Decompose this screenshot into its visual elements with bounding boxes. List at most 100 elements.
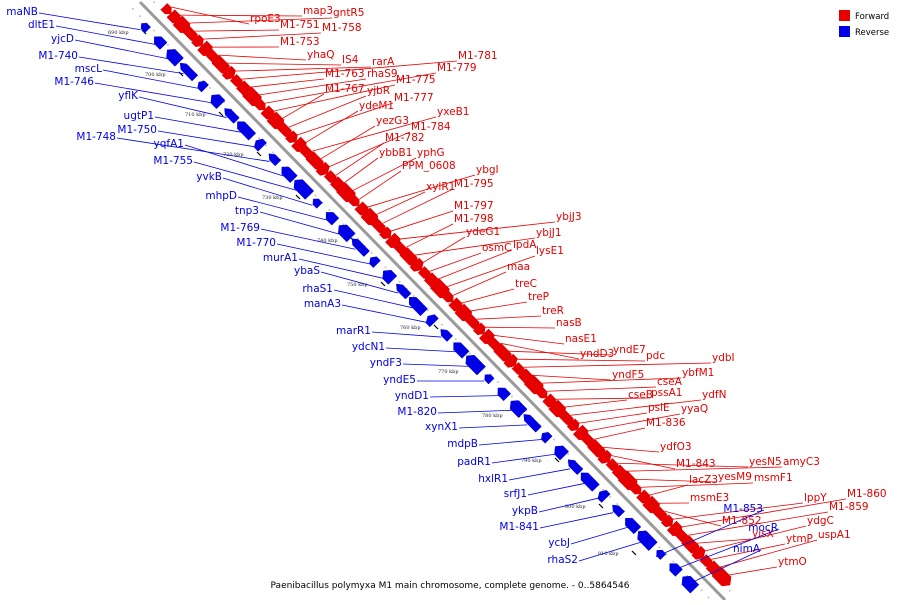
reverse-gene-label[interactable]: xynX1	[425, 421, 458, 433]
reverse-gene-label[interactable]: mhpD	[205, 190, 237, 202]
forward-gene-label[interactable]: M1-763	[325, 68, 365, 80]
forward-gene-label[interactable]: rhaS9	[367, 68, 398, 80]
reverse-gene-arrow[interactable]	[541, 432, 552, 443]
forward-gene-label[interactable]: M1-836	[646, 417, 686, 429]
reverse-gene-label[interactable]: M1-748	[76, 131, 116, 143]
forward-gene-label[interactable]: lpdA	[513, 239, 537, 251]
forward-gene-label[interactable]: psiE	[648, 402, 670, 414]
forward-gene-label[interactable]: yezG3	[376, 115, 409, 127]
reverse-gene-label[interactable]: hxlR1	[478, 473, 508, 485]
forward-gene-label[interactable]: M1-758	[322, 22, 362, 34]
reverse-gene-label[interactable]: ycbJ	[548, 537, 570, 549]
reverse-gene-label[interactable]: dltE1	[28, 19, 55, 31]
reverse-gene-arrow[interactable]	[369, 257, 380, 268]
forward-gene-label[interactable]: lysE1	[536, 245, 564, 257]
forward-gene-label[interactable]: xylR1	[426, 181, 455, 193]
reverse-gene-arrow[interactable]	[225, 108, 240, 123]
forward-gene-label[interactable]: yndE7	[613, 344, 646, 356]
reverse-gene-arrow[interactable]	[657, 550, 666, 559]
forward-gene-label[interactable]: IS4	[342, 54, 359, 66]
forward-gene-label[interactable]: yphG	[417, 147, 445, 159]
forward-gene-label[interactable]: M1-777	[394, 92, 434, 104]
reverse-gene-arrow[interactable]	[613, 505, 625, 517]
forward-gene-label[interactable]: treC	[515, 278, 537, 290]
forward-gene-label[interactable]: M1-767	[325, 83, 365, 95]
reverse-gene-label[interactable]: ydcN1	[352, 341, 385, 353]
reverse-gene-arrow[interactable]	[313, 199, 322, 208]
forward-gene-label[interactable]: ydfN	[702, 389, 726, 401]
reverse-gene-arrow[interactable]	[396, 284, 411, 299]
reverse-gene-arrow[interactable]	[581, 473, 599, 492]
reverse-gene-label[interactable]: mscL	[75, 63, 102, 75]
reverse-gene-label[interactable]: yndE5	[383, 374, 416, 386]
reverse-gene-label[interactable]: M1-841	[499, 521, 539, 533]
reverse-gene-label[interactable]: rhaS2	[547, 554, 578, 566]
reverse-gene-arrow[interactable]	[466, 355, 486, 375]
forward-gene-label[interactable]: M1-751	[280, 19, 320, 31]
reverse-gene-arrow[interactable]	[498, 388, 511, 401]
forward-gene-label[interactable]: ydgC	[807, 515, 834, 527]
forward-gene-label[interactable]: ybjJ1	[536, 227, 562, 239]
reverse-gene-label[interactable]: ybaS	[294, 265, 320, 277]
reverse-gene-arrow[interactable]	[254, 139, 266, 151]
forward-gene-label[interactable]: amyC3	[783, 456, 820, 468]
forward-gene-label[interactable]: M1-798	[454, 213, 494, 225]
forward-gene-label[interactable]: nasE1	[565, 333, 597, 345]
forward-gene-label[interactable]: lacZ3	[689, 474, 718, 486]
forward-gene-label[interactable]: treR	[542, 305, 564, 317]
reverse-gene-label[interactable]: M1-755	[153, 155, 193, 167]
reverse-gene-label[interactable]: rhaS1	[302, 283, 333, 295]
forward-gene-label[interactable]: M1-779	[437, 62, 477, 74]
forward-gene-label[interactable]: M1-795	[454, 178, 494, 190]
reverse-gene-label[interactable]: M1-770	[236, 237, 276, 249]
reverse-gene-arrow[interactable]	[638, 531, 658, 551]
reverse-gene-label[interactable]: maNB	[6, 6, 38, 18]
reverse-gene-label[interactable]: mdpB	[447, 438, 478, 450]
reverse-gene-label[interactable]: manA3	[304, 298, 341, 310]
reverse-gene-arrow[interactable]	[554, 446, 568, 460]
reverse-gene-label[interactable]: yndD1	[395, 390, 429, 402]
forward-gene-label[interactable]: ydeG1	[466, 226, 500, 238]
reverse-gene-arrow[interactable]	[383, 270, 397, 284]
reverse-gene-label[interactable]: M1-750	[117, 124, 157, 136]
forward-gene-label[interactable]: yjbR	[367, 85, 390, 97]
reverse-gene-arrow[interactable]	[441, 329, 453, 341]
forward-gene-label[interactable]: cseB	[628, 389, 653, 401]
forward-gene-label[interactable]: M1-753	[280, 36, 320, 48]
forward-gene-label[interactable]: ydfO3	[660, 441, 692, 453]
reverse-gene-label[interactable]: yndF3	[370, 357, 402, 369]
forward-gene-label[interactable]: gntR5	[333, 7, 364, 19]
forward-gene-label[interactable]: M1-782	[385, 132, 425, 144]
forward-gene-label[interactable]: ytmO	[778, 556, 807, 568]
forward-gene-label[interactable]: maa	[507, 261, 530, 273]
forward-gene-label[interactable]: yxeB1	[437, 106, 469, 118]
forward-gene-label[interactable]: rpoE3	[250, 13, 281, 25]
reverse-gene-label[interactable]: marR1	[336, 325, 371, 337]
reverse-gene-label[interactable]: M1-746	[54, 76, 94, 88]
reverse-gene-arrow[interactable]	[670, 564, 683, 577]
reverse-gene-arrow[interactable]	[211, 95, 225, 109]
reverse-gene-arrow[interactable]	[682, 576, 699, 593]
reverse-gene-label[interactable]: murA1	[263, 252, 298, 264]
reverse-gene-arrow[interactable]	[269, 154, 281, 166]
forward-gene-arrow[interactable]	[161, 3, 172, 14]
forward-gene-label[interactable]: PPM_0608	[402, 160, 456, 172]
reverse-gene-arrow[interactable]	[352, 239, 370, 257]
forward-gene-label[interactable]: ybgI	[476, 164, 499, 176]
forward-gene-label[interactable]: M1-843	[676, 458, 716, 470]
forward-gene-label[interactable]: map3	[303, 5, 333, 17]
reverse-gene-arrow[interactable]	[485, 375, 494, 384]
reverse-gene-label[interactable]: ykpB	[512, 505, 538, 517]
forward-gene-label[interactable]: treP	[528, 291, 549, 303]
forward-gene-label[interactable]: lppY	[804, 492, 827, 504]
reverse-gene-label[interactable]: nimA	[733, 543, 761, 555]
forward-gene-label[interactable]: msmF1	[754, 472, 793, 484]
reverse-gene-arrow[interactable]	[409, 297, 427, 316]
reverse-gene-arrow[interactable]	[237, 122, 255, 141]
forward-gene-label[interactable]: ydeM1	[359, 100, 394, 112]
reverse-gene-arrow[interactable]	[568, 460, 583, 475]
reverse-gene-arrow[interactable]	[154, 37, 167, 50]
reverse-gene-label[interactable]: mocR	[748, 522, 778, 534]
reverse-gene-arrow[interactable]	[524, 414, 542, 432]
forward-gene-label[interactable]: yhaQ	[307, 49, 335, 61]
